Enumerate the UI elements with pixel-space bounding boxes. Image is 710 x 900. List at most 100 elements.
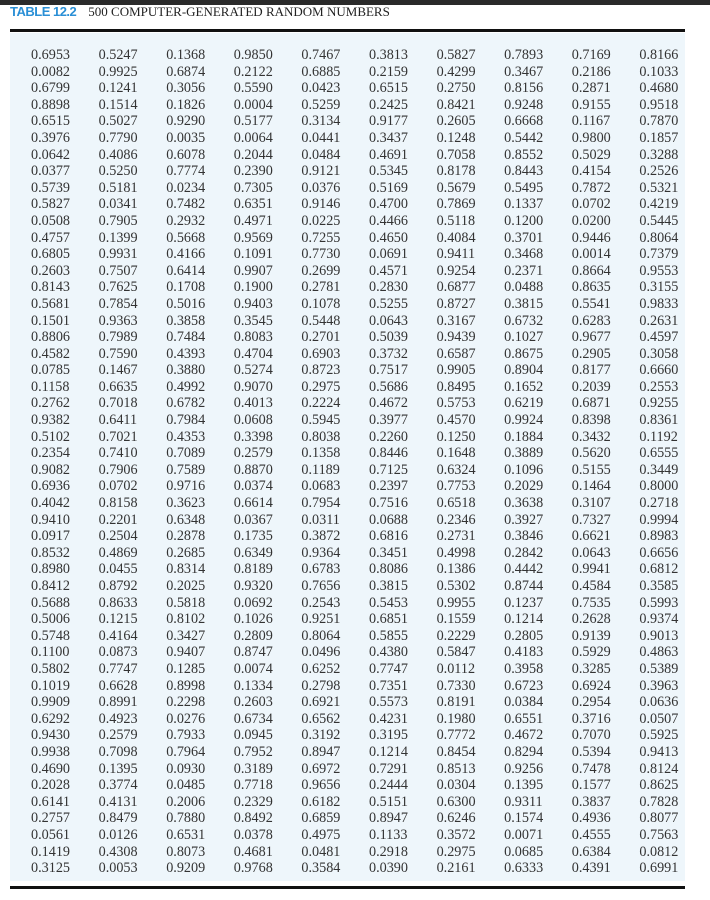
table-cell: 0.3638 <box>504 495 544 512</box>
table-cell: 0.1735 <box>233 528 273 545</box>
table-cell: 0.8513 <box>436 760 476 777</box>
table-cell: 0.2553 <box>639 378 679 395</box>
table-cell: 0.5818 <box>166 594 206 611</box>
table-cell: 0.1399 <box>98 229 138 246</box>
table-cell: 0.8947 <box>301 743 341 760</box>
table-cell: 0.2628 <box>571 611 611 628</box>
table-cell: 0.1033 <box>639 63 679 80</box>
table-cell: 0.5945 <box>301 412 341 429</box>
table-cell: 0.6246 <box>436 810 476 827</box>
table-cell: 0.6349 <box>233 544 273 561</box>
table-cell: 0.7952 <box>233 743 273 760</box>
table-cell: 0.1395 <box>98 760 138 777</box>
table-cell: 0.9320 <box>233 578 273 594</box>
table-cell: 0.1078 <box>301 295 341 312</box>
table-cell: 0.1574 <box>504 810 544 827</box>
table-cell: 0.7625 <box>98 279 138 296</box>
table-cell: 0.1884 <box>504 428 544 445</box>
table-cell: 0.7125 <box>368 461 408 478</box>
table-cell: 0.1419 <box>31 843 71 860</box>
table-cell: 0.5802 <box>31 660 71 677</box>
table-cell: 0.3976 <box>31 129 71 146</box>
table-cell: 0.4992 <box>166 378 206 395</box>
table-cell: 0.4131 <box>98 793 138 810</box>
table-cell: 0.3134 <box>301 113 341 130</box>
table-row: 0.5802 0.7747 0.1285 0.0074 0.6252 0.7747 0.01… <box>31 661 707 678</box>
table-cell: 0.2731 <box>436 528 476 545</box>
table-row: 0.6292 0.4923 0.0276 0.6734 0.6562 0.4231 0.19… <box>31 711 707 728</box>
table-cell: 0.7327 <box>571 511 611 528</box>
table-cell: 0.1241 <box>98 80 138 97</box>
table-cell: 0.4869 <box>98 544 138 561</box>
table-cell: 0.7169 <box>571 47 611 63</box>
table-cell: 0.8495 <box>436 378 476 395</box>
table-cell: 0.4166 <box>166 246 206 263</box>
table-cell: 0.6859 <box>301 810 341 827</box>
table-cell: 0.9013 <box>639 627 679 644</box>
table-cell: 0.2631 <box>639 312 679 329</box>
table-cell: 0.4231 <box>368 710 408 727</box>
table-cell: 0.8980 <box>31 561 71 578</box>
table-cell: 0.9407 <box>166 644 206 661</box>
table-cell: 0.3837 <box>571 793 611 810</box>
table-cell: 0.0683 <box>301 478 341 495</box>
table-cell: 0.9177 <box>368 113 408 130</box>
table-cell: 0.0374 <box>233 478 273 495</box>
table-cell: 0.6656 <box>639 544 679 561</box>
table-cell: 0.0276 <box>166 710 206 727</box>
table-cell: 0.5590 <box>233 80 273 97</box>
table-cell: 0.5847 <box>436 644 476 661</box>
table-cell: 0.2579 <box>233 445 273 462</box>
table-cell: 0.1215 <box>98 611 138 628</box>
table-cell: 0.5925 <box>639 727 679 744</box>
table-cell: 0.2039 <box>571 378 611 395</box>
table-cell: 0.0304 <box>436 777 476 794</box>
table-cell: 0.3846 <box>504 528 544 545</box>
table-cell: 0.4380 <box>368 644 408 661</box>
table-cell: 0.9677 <box>571 329 611 346</box>
table-cell: 0.5177 <box>233 113 273 130</box>
table-cell: 0.7893 <box>504 47 544 63</box>
table-cell: 0.2201 <box>98 511 138 528</box>
table-cell: 0.3585 <box>639 578 679 594</box>
table-cell: 0.1133 <box>368 826 408 843</box>
table-cell: 0.2757 <box>31 810 71 827</box>
table-cell: 0.1285 <box>166 660 206 677</box>
table-cell: 0.1200 <box>504 212 544 229</box>
table-cell: 0.3774 <box>98 777 138 794</box>
table-cell: 0.6805 <box>31 246 71 263</box>
table-cell: 0.1708 <box>166 279 206 296</box>
table-cell: 0.6874 <box>166 63 206 80</box>
table-cell: 0.7747 <box>98 660 138 677</box>
table-cell: 0.2762 <box>31 395 71 412</box>
table-row: 0.1019 0.6628 0.8998 0.1334 0.2798 0.7351 0.73… <box>31 678 707 695</box>
table-cell: 0.8747 <box>233 644 273 661</box>
table-cell: 0.7089 <box>166 445 206 462</box>
table-cell: 0.1192 <box>639 428 678 445</box>
table-cell: 0.8166 <box>639 47 679 63</box>
table-cell: 0.7933 <box>166 727 206 744</box>
table-cell: 0.2954 <box>571 694 611 711</box>
table-cell: 0.0692 <box>233 594 273 611</box>
table-cell: 0.7730 <box>301 246 341 263</box>
table-cell: 0.7482 <box>166 196 206 213</box>
table-cell: 0.8532 <box>31 544 71 561</box>
table-row: 0.6805 0.9931 0.4166 0.1091 0.7730 0.0691 0.94… <box>31 246 707 263</box>
table-cell: 0.1214 <box>504 611 544 628</box>
table-cell: 0.0702 <box>571 196 611 213</box>
table-cell: 0.7058 <box>436 146 476 163</box>
table-cell: 0.9716 <box>166 478 206 495</box>
table-cell: 0.4672 <box>504 727 544 744</box>
table-cell: 0.6953 <box>31 47 71 63</box>
table-cell: 0.6283 <box>571 312 611 329</box>
table-row: 0.9382 0.6411 0.7984 0.0608 0.5945 0.3977 0.45… <box>31 412 707 429</box>
table-cell: 0.8064 <box>301 627 341 644</box>
table-cell: 0.4691 <box>368 146 408 163</box>
table-cell: 0.0378 <box>233 826 273 843</box>
table-cell: 0.2918 <box>368 843 408 860</box>
table-cell: 0.2809 <box>233 627 273 644</box>
table-cell: 0.8723 <box>301 362 341 379</box>
table-cell: 0.5827 <box>436 47 476 63</box>
table-cell: 0.1900 <box>233 279 273 296</box>
table-cell: 0.5169 <box>368 179 408 196</box>
